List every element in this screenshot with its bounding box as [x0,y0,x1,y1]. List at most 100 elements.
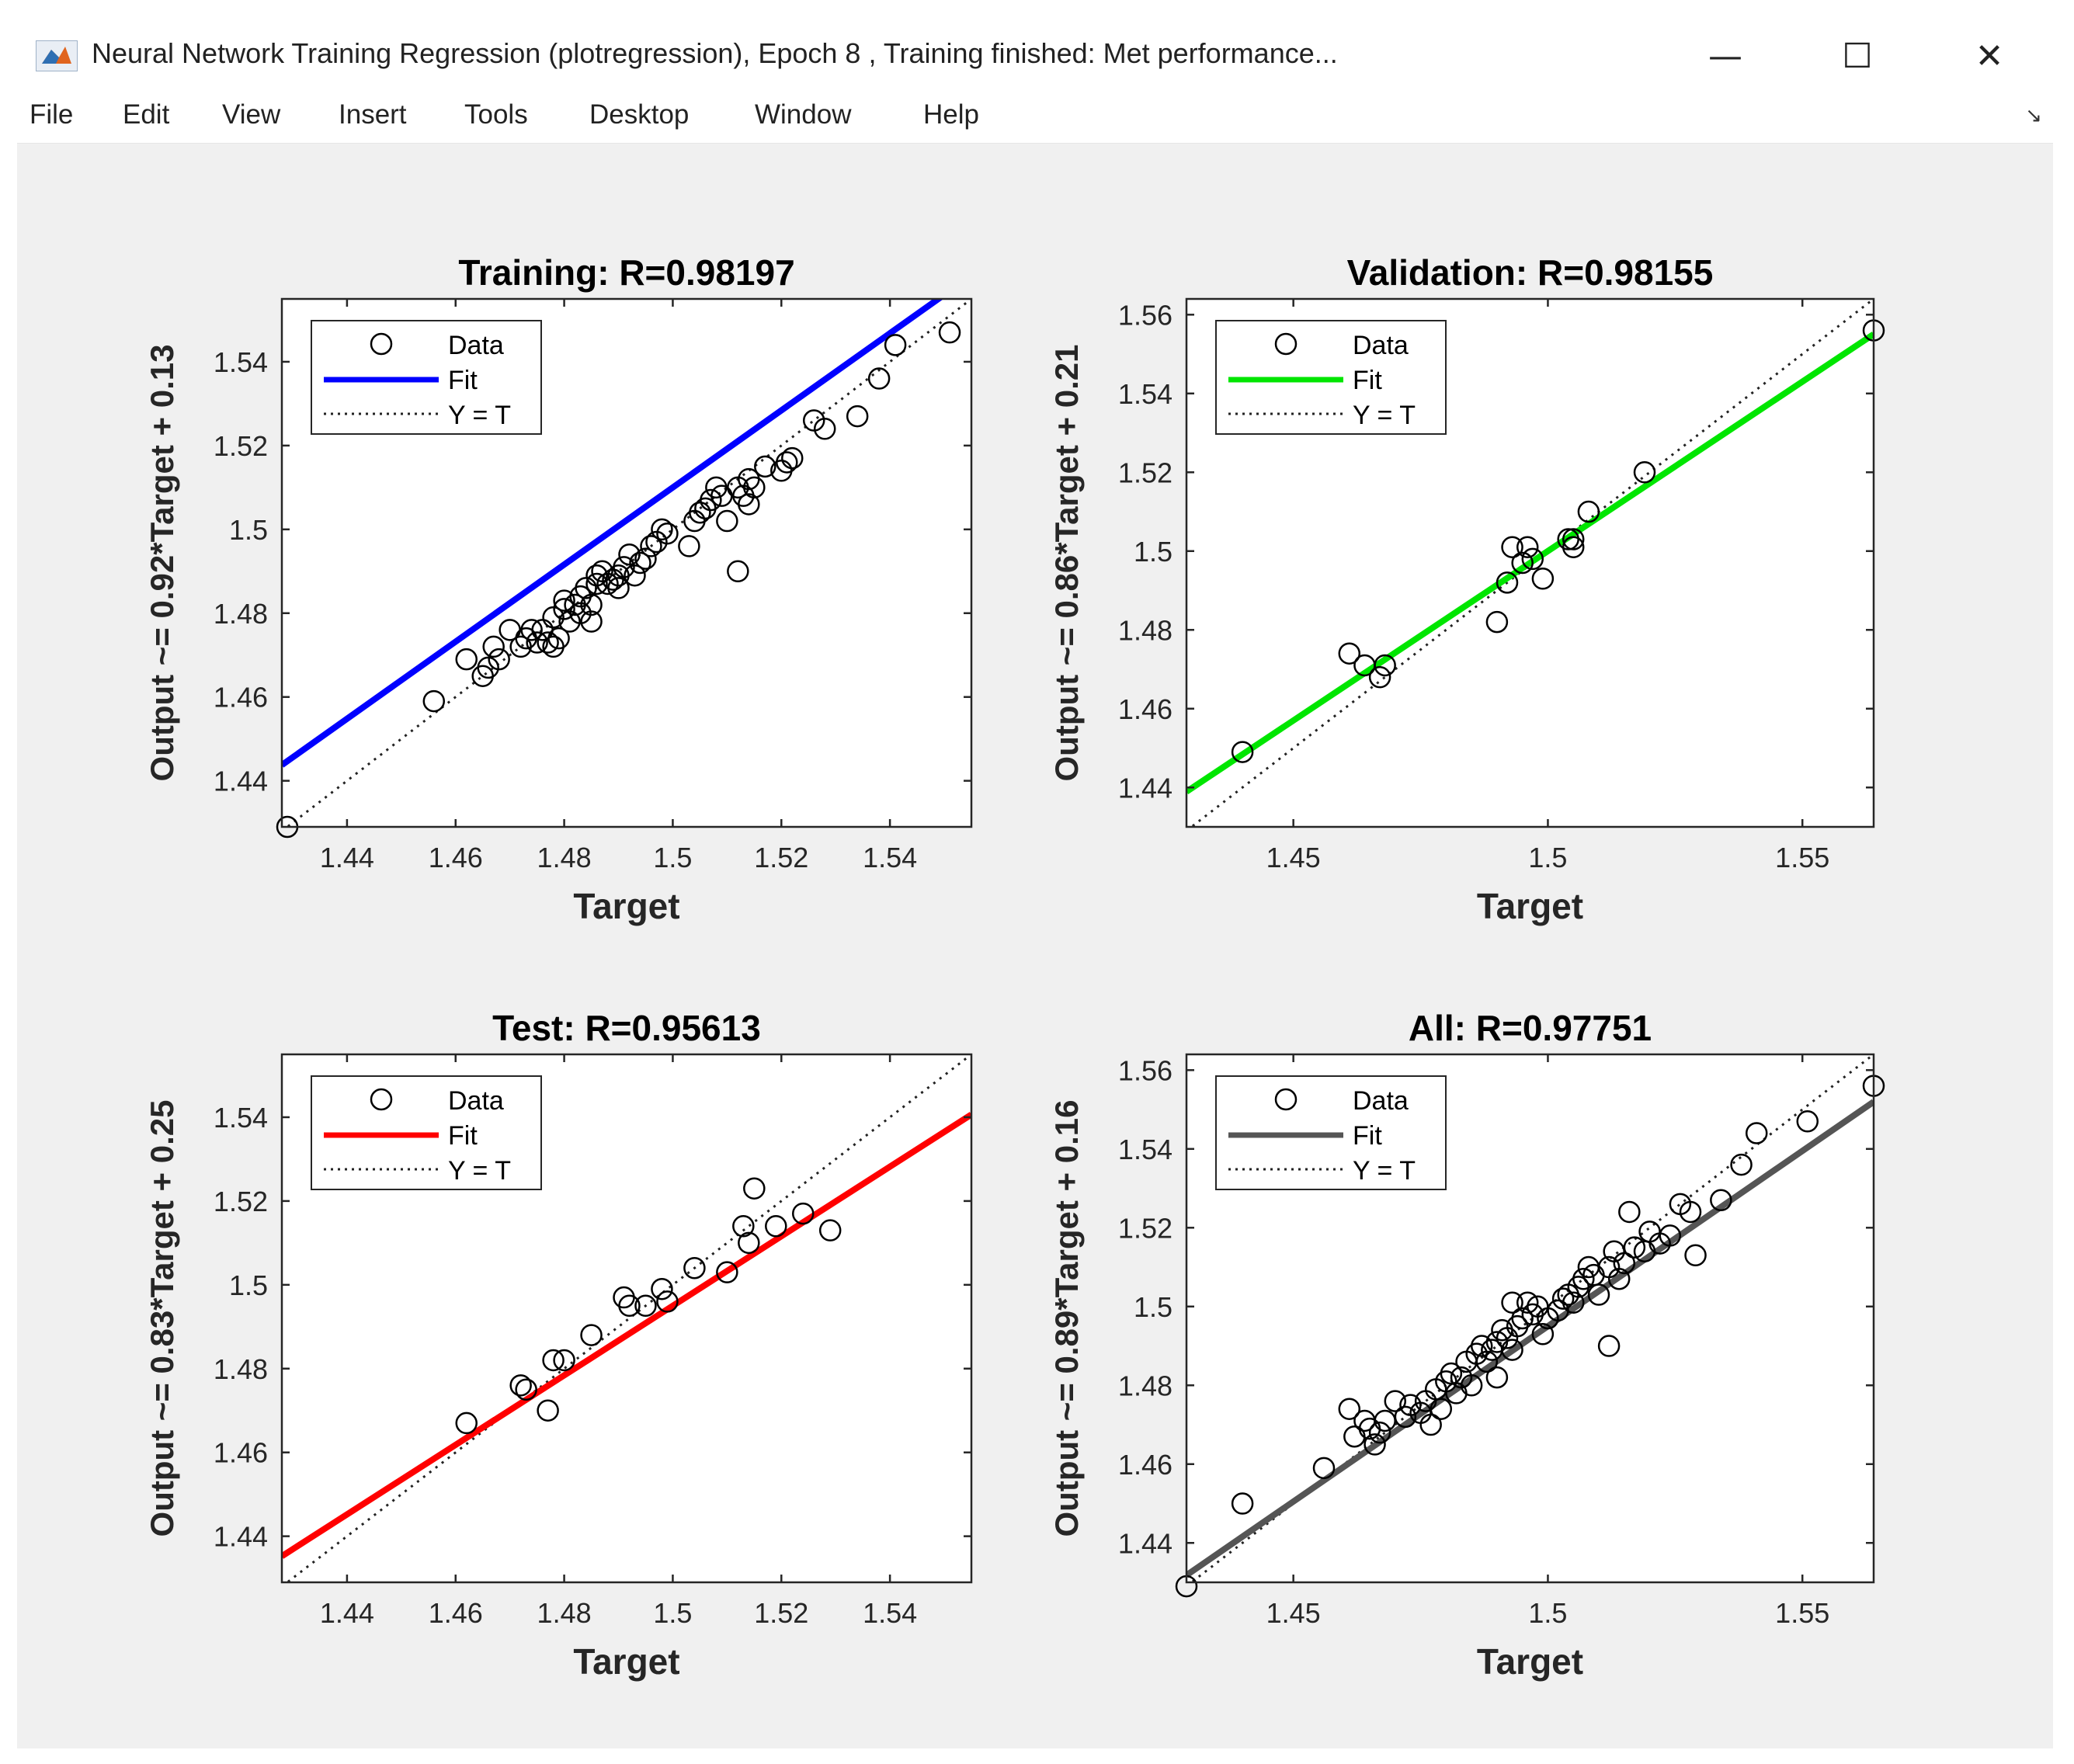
data-point [738,1231,760,1255]
y-tick-label: 1.48 [214,1353,268,1385]
y-axis-label: Output ~= 0.89*Target + 0.16 [1048,1100,1085,1537]
data-point [1659,1224,1682,1247]
data-point [1633,461,1656,484]
data-point [1562,1291,1585,1314]
legend-data-label: Data [1353,1086,1409,1116]
data-point [1551,1287,1575,1310]
matlab-icon [36,40,78,71]
data-point [455,648,478,671]
menu-desktop[interactable]: Desktop [589,99,690,130]
y-tick-label: 1.44 [214,766,268,797]
y-tick-label: 1.44 [1118,1527,1172,1559]
data-point [781,446,804,470]
legend-fit-label: Fit [448,366,478,395]
data-point [1368,1421,1391,1444]
identity-line [285,1054,971,1582]
plot-panel-3: 1.45 1.5 1.55 1.44 1.46 1.48 1.5 1.52 1.54 1.56 Al… [1048,1008,1885,1682]
window-title: Neural Network Training Regression (plot… [92,37,1338,69]
data-point [526,631,548,654]
x-axis-label: Target [573,886,679,926]
data-point [656,1290,679,1313]
data-point [585,572,608,596]
close-button[interactable]: ✕ [1927,23,2051,89]
data-point [1562,528,1585,550]
minimize-button[interactable]: — [1663,23,1787,89]
x-tick-label: 1.5 [653,1597,692,1629]
data-point [515,1378,537,1401]
data-point [1710,1189,1732,1212]
data-point [716,1261,738,1283]
data-point [580,610,603,633]
x-tick-label: 1.45 [1266,1597,1321,1629]
data-point [765,1215,787,1238]
data-point [1516,1291,1539,1314]
data-point [1430,1398,1453,1420]
y-tick-label: 1.5 [1134,536,1172,568]
data-point [846,405,869,428]
data-point [640,535,662,557]
y-tick-label: 1.48 [214,598,268,630]
x-tick-label: 1.48 [537,1597,592,1629]
data-point [1384,1390,1407,1412]
maximize-button[interactable]: ☐ [1795,23,1919,89]
data-point [738,493,760,516]
y-tick-label: 1.48 [1118,614,1172,646]
fit-line [1186,1099,1874,1578]
x-tick-label: 1.52 [754,842,808,873]
menu-file[interactable]: File [30,99,74,130]
y-tick-label: 1.46 [1118,693,1172,725]
data-point [743,1177,766,1200]
x-tick-label: 1.48 [537,842,592,873]
menu-view[interactable]: View [222,99,281,130]
data-point [553,1349,575,1372]
plot-inner [1186,299,1874,827]
x-tick-label: 1.46 [429,842,483,873]
menu-window[interactable]: Window [755,99,852,130]
menu-help[interactable]: Help [923,99,979,130]
menu-insert[interactable]: Insert [339,99,407,130]
legend-identity-label: Y = T [448,401,511,430]
data-point [1516,536,1539,558]
data-point [1730,1153,1753,1176]
data-point [776,451,798,474]
fit-line [282,1112,971,1559]
regression-plots: 1.44 1.46 1.48 1.5 1.52 1.54 1.44 1.46 1.48 1.5 1.… [144,252,1885,1682]
x-tick-label: 1.44 [320,1597,374,1629]
legend-fit-label: Fit [1353,1121,1382,1151]
plot-panel-1: 1.45 1.5 1.55 1.44 1.46 1.48 1.5 1.52 1.54 1.56 Va… [1048,252,1885,926]
data-point [575,577,597,599]
y-tick-label: 1.54 [214,1102,268,1134]
menu-edit[interactable]: Edit [123,99,170,130]
data-point [743,476,766,499]
menu-tools[interactable]: Tools [464,99,528,130]
y-tick-label: 1.48 [1118,1370,1172,1401]
data-point [634,1294,657,1318]
data-point [678,535,700,557]
data-point [727,560,749,583]
y-tick-label: 1.46 [214,1437,268,1469]
data-point [1501,536,1523,558]
maximize-icon: ☐ [1842,36,1873,76]
close-icon: ✕ [1975,36,2004,76]
data-point [455,1412,478,1435]
title-bar[interactable]: Neural Network Training Regression (plot… [17,23,2053,89]
x-tick-label: 1.46 [429,1597,483,1629]
data-point [1613,1252,1636,1275]
x-tick-label: 1.55 [1775,1597,1829,1629]
data-point [488,648,510,671]
data-point [1368,665,1391,689]
axes-box [280,1053,973,1584]
data-point [607,577,630,599]
data-point [618,1294,641,1318]
data-point [1531,568,1555,590]
data-point [520,619,543,641]
legend-data-label: Data [448,1086,504,1116]
y-tick-label: 1.52 [214,1186,268,1217]
data-point [1364,1433,1386,1456]
data-point [422,689,446,713]
y-tick-label: 1.46 [1118,1449,1172,1481]
plot-title: Training: R=0.98197 [458,252,794,293]
legend-fit-label: Fit [1353,366,1382,395]
y-tick-label: 1.54 [1118,378,1172,410]
dock-arrow-icon[interactable]: ↘ [2025,104,2042,127]
